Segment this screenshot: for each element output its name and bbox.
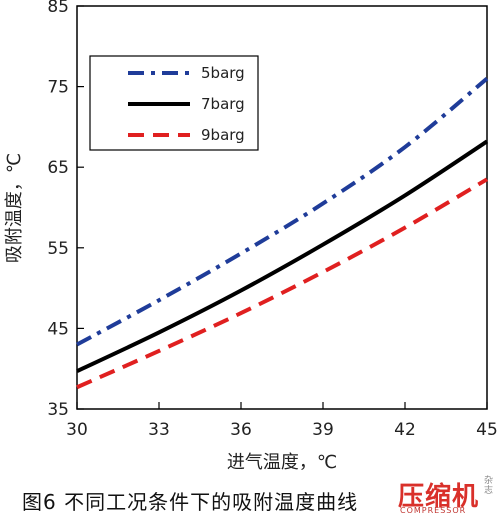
- y-tick-label: 75: [47, 78, 69, 98]
- plot-area-frame: [76, 5, 488, 410]
- legend: 5barg 7barg 9barg: [89, 55, 259, 151]
- legend-label: 7barg: [201, 95, 245, 113]
- watermark-subtitle: COMPRESSOR: [400, 506, 467, 515]
- x-tick-label: 45: [476, 420, 498, 440]
- x-axis-title: 进气温度，℃: [227, 452, 337, 473]
- legend-items: 5barg 7barg 9barg: [128, 64, 245, 144]
- series-line-5barg: [76, 77, 489, 347]
- axis-ticks: 30 33 36 39 42 45 35 45 55 65 75 85: [47, 0, 497, 440]
- legend-label: 9barg: [201, 126, 245, 144]
- y-tick-label: 65: [47, 158, 69, 178]
- series-lines: [76, 77, 489, 390]
- series-line-7barg: [76, 139, 489, 373]
- y-tick-label: 35: [47, 400, 69, 420]
- y-tick-label: 85: [47, 0, 69, 17]
- series-line-9barg: [76, 177, 489, 390]
- x-tick-label: 36: [230, 420, 252, 440]
- y-axis-title: 吸附温度，℃: [4, 153, 25, 263]
- watermark-side: 杂志: [484, 476, 494, 496]
- legend-label: 5barg: [201, 64, 245, 82]
- line-chart: 30 33 36 39 42 45 35 45 55 65 75 85 进气温度，℃ 吸附温度，℃ 5…: [4, 0, 498, 473]
- x-tick-label: 30: [66, 420, 88, 440]
- y-tick-label: 45: [47, 319, 69, 339]
- x-tick-label: 42: [394, 420, 416, 440]
- watermark-title: 压缩机: [398, 482, 480, 512]
- y-tick-label: 55: [47, 239, 69, 259]
- x-tick-label: 39: [312, 420, 334, 440]
- publisher-watermark: 压缩机 杂志 COMPRESSOR: [398, 474, 498, 518]
- x-tick-label: 33: [148, 420, 170, 440]
- figure-caption: 图6 不同工况条件下的吸附温度曲线: [22, 490, 359, 514]
